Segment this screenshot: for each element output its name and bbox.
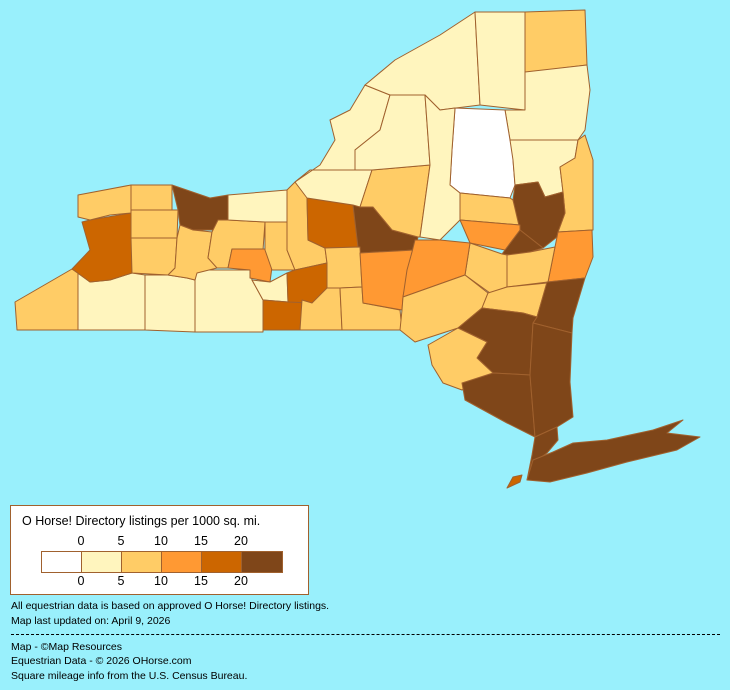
- county-region: [194, 269, 264, 333]
- county-region: [529, 322, 574, 438]
- county-region: [449, 107, 516, 199]
- county-region: [459, 192, 521, 226]
- legend-tick: 10: [154, 534, 168, 548]
- county-region: [227, 189, 288, 223]
- county-region: [262, 299, 303, 331]
- legend-tick: 5: [117, 534, 125, 548]
- census-credit: Square mileage info from the U.S. Census…: [11, 670, 248, 682]
- divider: [11, 634, 720, 635]
- legend-bottom-ticks: 0 5 10 15 20: [11, 574, 308, 588]
- legend-color-bar: [41, 551, 283, 573]
- legend-swatch: [162, 552, 202, 572]
- county-region: [77, 272, 146, 331]
- legend-top-ticks: 0 5 10 15 20: [11, 534, 308, 548]
- legend-tick: 15: [194, 574, 208, 588]
- legend-title: O Horse! Directory listings per 1000 sq.…: [22, 514, 261, 528]
- legend-swatch: [122, 552, 162, 572]
- legend-tick: 20: [234, 574, 248, 588]
- county-region: [130, 184, 173, 211]
- legend-swatch: [82, 552, 122, 572]
- county-region: [506, 474, 523, 489]
- county-region: [526, 419, 701, 483]
- new-york-county-map: [14, 9, 701, 489]
- county-region: [474, 11, 526, 111]
- legend: O Horse! Directory listings per 1000 sq.…: [10, 505, 309, 595]
- county-region: [71, 212, 133, 283]
- legend-swatch: [42, 552, 82, 572]
- data-basis-note: All equestrian data is based on approved…: [11, 600, 330, 612]
- county-region: [324, 246, 363, 289]
- legend-tick: 10: [154, 574, 168, 588]
- legend-tick: 5: [117, 574, 125, 588]
- last-updated-note: Map last updated on: April 9, 2026: [11, 615, 171, 627]
- county-region: [14, 268, 79, 331]
- county-region: [144, 274, 196, 333]
- map-credit: Map - ©Map Resources: [11, 641, 123, 653]
- county-region: [130, 237, 178, 276]
- data-credit: Equestrian Data - © 2026 OHorse.com: [11, 655, 192, 667]
- county-region: [461, 372, 536, 438]
- county-region: [130, 209, 179, 239]
- county-region: [524, 9, 588, 73]
- county-region: [459, 219, 521, 251]
- county-region: [306, 197, 359, 249]
- legend-tick: 20: [234, 534, 248, 548]
- legend-tick: 15: [194, 534, 208, 548]
- legend-tick: 0: [77, 574, 85, 588]
- legend-swatch: [202, 552, 242, 572]
- legend-swatch: [242, 552, 282, 572]
- legend-tick: 0: [77, 534, 85, 548]
